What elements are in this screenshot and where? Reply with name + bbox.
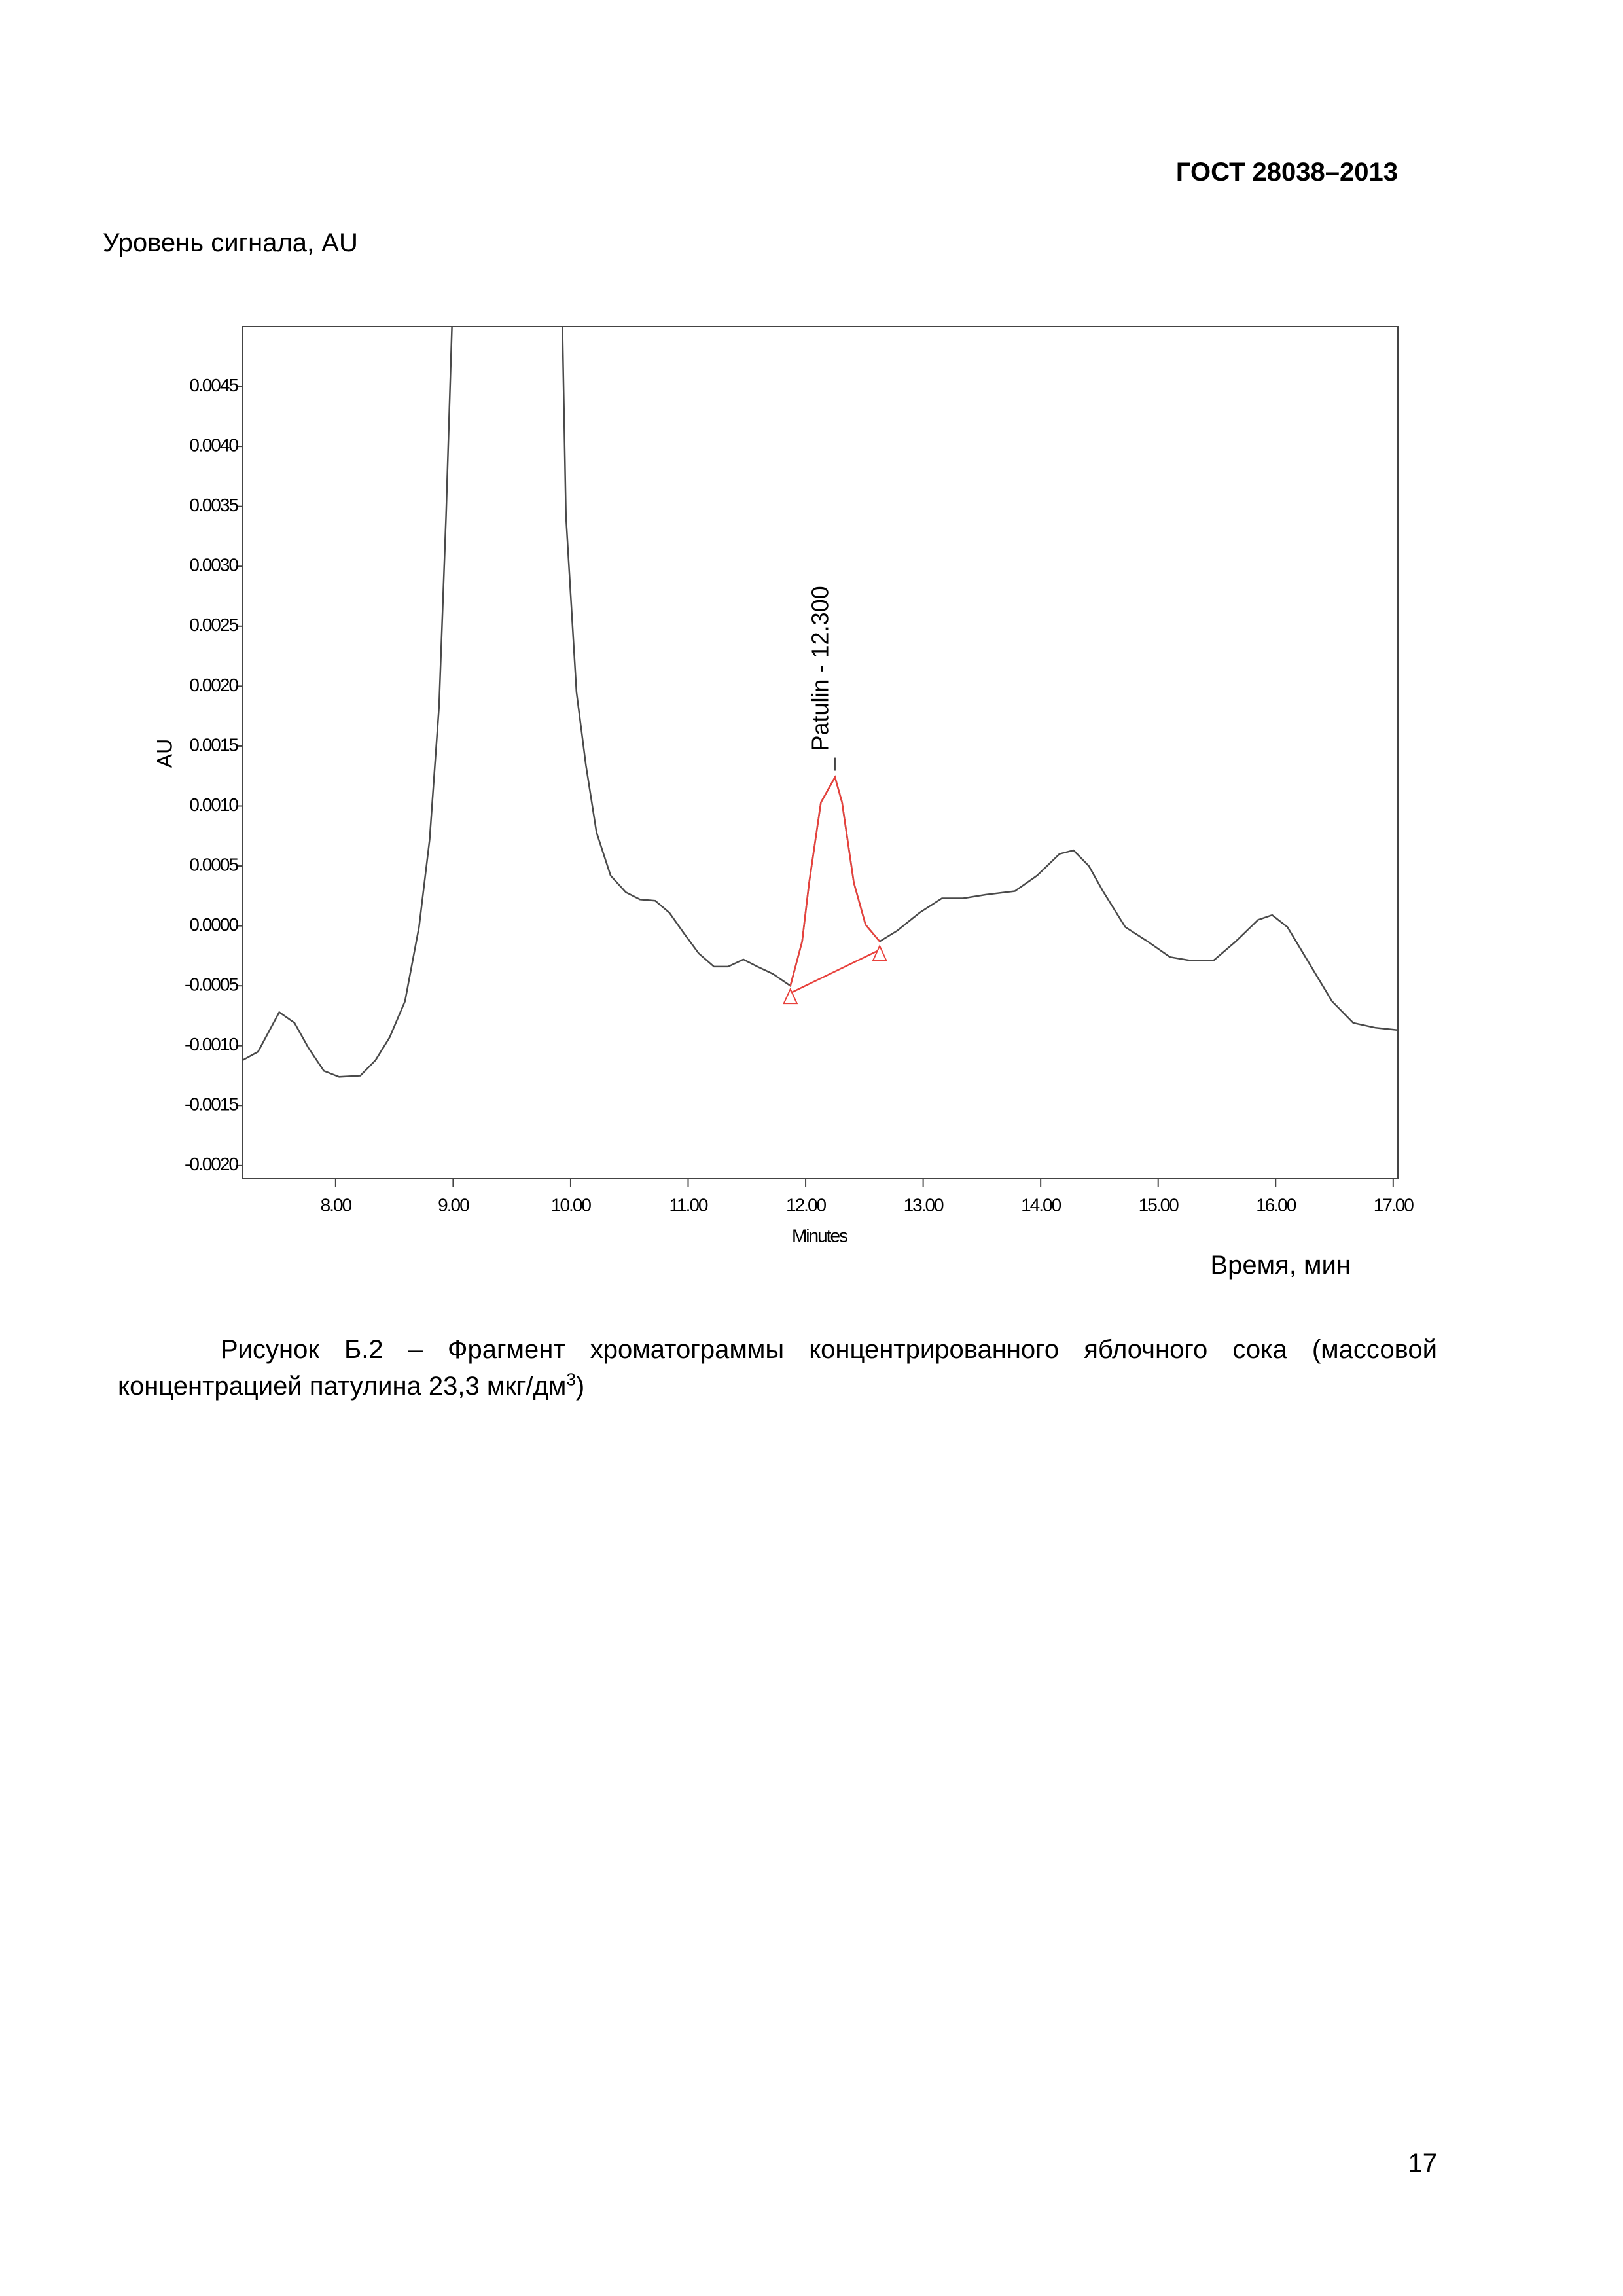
y-tick-label: 0.0015	[189, 734, 238, 755]
y-tick-label: 0.0035	[189, 495, 238, 515]
y-tick-label: 0.0010	[189, 795, 238, 815]
annotation: Patulin - 12.300	[806, 586, 833, 751]
y-tick-label: 0.0040	[189, 435, 238, 456]
y-tick-label: 0.0045	[189, 375, 238, 395]
header-title: ГОСТ 28038–2013	[1175, 158, 1398, 187]
y-tick-label: 0.0000	[189, 914, 238, 935]
y-tick-label: -0.0005	[185, 975, 238, 995]
y-tick-label: -0.0020	[185, 1154, 238, 1174]
x-tick-label: 10.00	[551, 1194, 591, 1215]
caption: Рисунок Б.2 – Фрагмент хроматограммы кон…	[118, 1331, 1437, 1405]
trace-line	[790, 949, 880, 994]
time-label: Время, мин	[1210, 1251, 1351, 1280]
y-tick-label: -0.0010	[185, 1034, 238, 1054]
x-tick-label: 12.00	[786, 1194, 826, 1215]
caption-text: Рисунок Б.2 – Фрагмент хроматограммы кон…	[118, 1335, 1437, 1401]
plot-area	[243, 327, 1398, 1078]
trace-line	[789, 775, 881, 986]
x-tick-label: 8.00	[321, 1194, 352, 1215]
caption-end: )	[575, 1372, 585, 1401]
y-tick-label: 0.0005	[189, 854, 238, 874]
y-tick-label: 0.0020	[189, 675, 238, 695]
y-tick-label: -0.0015	[185, 1094, 238, 1115]
y-tick-label: 0.0025	[189, 615, 238, 635]
caption-sup: 3	[566, 1369, 576, 1390]
signal-label: Уровень сигнала, AU	[103, 228, 358, 257]
plot-frame	[242, 326, 1399, 1179]
x-tick-label: 13.00	[904, 1194, 944, 1215]
y-axis-label: AU	[152, 739, 176, 768]
baseline-marker	[783, 987, 798, 1005]
y-tick-label: 0.0030	[189, 555, 238, 575]
x-tick-label: 11.00	[669, 1194, 708, 1215]
x-tick-label: 16.00	[1256, 1194, 1296, 1215]
x-tick-label: 17.00	[1374, 1194, 1414, 1215]
x-tick-label: 9.00	[438, 1194, 469, 1215]
x-tick-label: 15.00	[1139, 1194, 1179, 1215]
x-axis-label: Minutes	[792, 1225, 847, 1246]
chart: Minutes AU -0.0020 -0.0015 -0.0010 -0.0005 0…	[152, 326, 1415, 1246]
x-tick-label: 14.00	[1021, 1194, 1061, 1215]
baseline-marker	[872, 944, 887, 961]
page-number: 17	[1408, 2149, 1438, 2178]
